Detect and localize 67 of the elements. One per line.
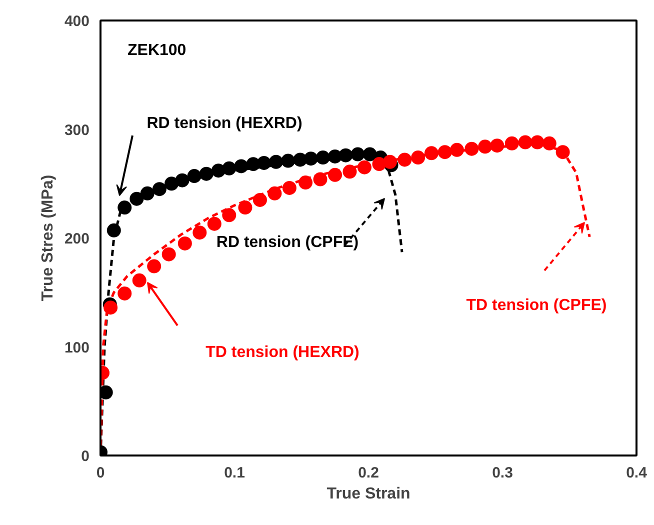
point [478,140,492,154]
point [178,236,192,250]
x-tick-label: 0 [96,464,105,482]
point [411,150,426,165]
point [256,156,271,170]
point [298,176,313,190]
point [207,216,222,231]
point [342,164,357,179]
point [504,136,519,150]
y-axis-title: True Stres (MPa) [39,174,56,302]
annotation: TD tension (CPFE) [466,297,607,314]
point [234,159,248,174]
point [222,161,236,176]
point [118,200,132,215]
point [382,154,397,169]
annotation: TD tension (HEXRD) [206,344,360,361]
x-tick-label: 0.3 [492,464,513,482]
point [357,160,372,174]
point [187,169,202,183]
point [316,150,330,165]
point [328,168,342,182]
point [281,154,296,168]
point [490,138,504,153]
point [152,182,166,196]
point [530,135,544,150]
x-tick-label: 0.4 [626,464,648,482]
point [140,186,154,200]
x-tick-label: 0.2 [358,464,379,482]
point [438,145,452,160]
y-tick-label: 400 [64,13,90,30]
point [269,154,284,169]
point [238,200,252,215]
point [464,142,479,156]
annotation: RD tension (HEXRD) [146,115,302,132]
point [222,208,236,222]
annotation: RD tension (CPFE) [216,234,359,251]
point [350,147,365,162]
point [398,152,412,167]
point [282,180,296,195]
x-tick-label: 0.1 [224,464,245,482]
point [175,173,190,188]
point [313,172,328,186]
point [199,166,214,181]
point [192,226,207,240]
y-tick-label: 0 [81,448,90,465]
point [268,186,282,200]
point [304,152,318,166]
point [542,136,556,150]
point [147,259,162,274]
point [450,142,464,157]
x-axis-title: True Strain [326,486,410,502]
point [106,223,121,238]
point [130,192,144,206]
point [132,273,146,288]
y-tick-label: 100 [64,339,90,356]
point [424,146,438,160]
y-tick-label: 300 [64,122,90,139]
y-tick-label: 200 [64,230,90,248]
point [556,145,570,160]
point [118,286,132,300]
point [104,300,118,315]
point [252,192,267,207]
point [338,148,353,162]
point [162,247,176,262]
point [518,135,532,150]
annotation: ZEK100 [128,42,186,59]
point [164,176,179,191]
